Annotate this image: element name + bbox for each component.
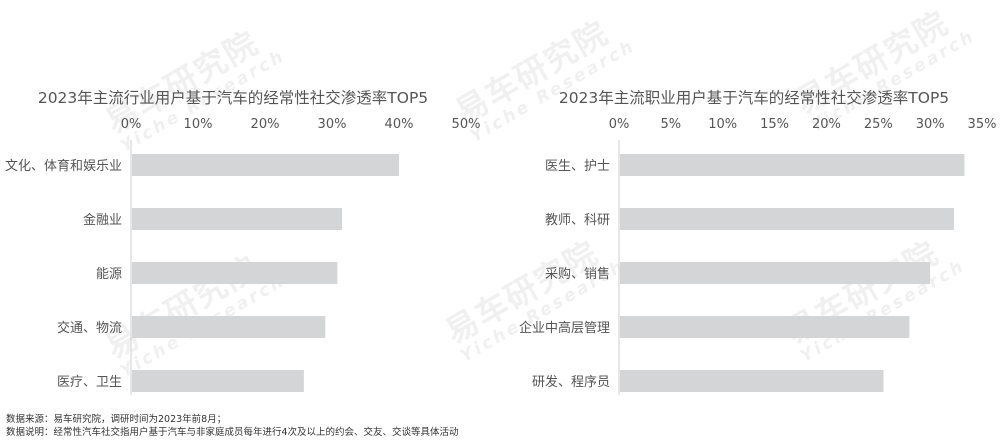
- industry-bar: [132, 154, 399, 176]
- industry-tick-label: 30%: [318, 117, 347, 132]
- occupation-tick-label: 5%: [661, 117, 682, 132]
- footnotes: 数据来源：易车研究院，调研时间为2023年前8月； 数据说明：经常性汽车社交指用…: [6, 413, 459, 439]
- industry-category-label: 能源: [96, 267, 122, 282]
- industry-tick-label: 10%: [184, 117, 213, 132]
- occupation-chart-title: 2023年主流职业用户基于汽车的经常性社交渗透率TOP5: [559, 89, 949, 107]
- occupation-bar: [620, 370, 884, 392]
- industry-category-label: 金融业: [83, 212, 122, 228]
- occupation-tick-label: 20%: [812, 117, 841, 132]
- occupation-chart: 2023年主流职业用户基于汽车的经常性社交渗透率TOP5 0% 5% 10% 15% 2…: [519, 89, 996, 395]
- occupation-tick-label: 10%: [708, 117, 737, 132]
- occupation-tick-label: 25%: [864, 117, 893, 132]
- occupation-category-label: 采购、销售: [545, 266, 610, 282]
- industry-bar: [132, 208, 343, 230]
- occupation-tick-label: 35%: [968, 117, 997, 132]
- industry-bar: [132, 316, 326, 338]
- industry-category-label: 交通、物流: [57, 320, 122, 336]
- industry-tick-label: 20%: [251, 117, 280, 132]
- industry-tick-label: 40%: [385, 117, 414, 132]
- data-source-note: 数据来源：易车研究院，调研时间为2023年前8月；: [6, 414, 227, 425]
- occupation-bar: [620, 316, 910, 338]
- industry-tick-label: 50%: [452, 117, 481, 132]
- occupation-bar: [620, 154, 965, 176]
- occupation-category-label: 医生、护士: [545, 159, 610, 174]
- data-explanation-note: 数据说明：经常性汽车社交指用户基于汽车与非家庭成员每年进行4次及以上的约会、交友…: [6, 427, 459, 438]
- industry-chart: 2023年主流行业用户基于汽车的经常性社交渗透率TOP5 0% 10% 20% 30%…: [5, 89, 480, 395]
- occupation-category-label: 企业中高层管理: [519, 320, 610, 336]
- occupation-tick-label: 15%: [760, 117, 789, 132]
- industry-chart-title: 2023年主流行业用户基于汽车的经常性社交渗透率TOP5: [38, 89, 428, 107]
- industry-tick-label: 0%: [121, 117, 142, 132]
- industry-category-label: 医疗、卫生: [57, 375, 122, 390]
- occupation-category-label: 教师、科研: [545, 212, 610, 228]
- industry-bar: [132, 262, 338, 284]
- occupation-tick-label: 0%: [609, 117, 630, 132]
- occupation-bar: [620, 208, 954, 230]
- industry-bar: [132, 370, 304, 392]
- occupation-bar: [620, 262, 931, 284]
- industry-category-label: 文化、体育和娱乐业: [5, 158, 122, 174]
- occupation-category-label: 研发、程序员: [532, 374, 610, 390]
- occupation-tick-label: 30%: [916, 117, 945, 132]
